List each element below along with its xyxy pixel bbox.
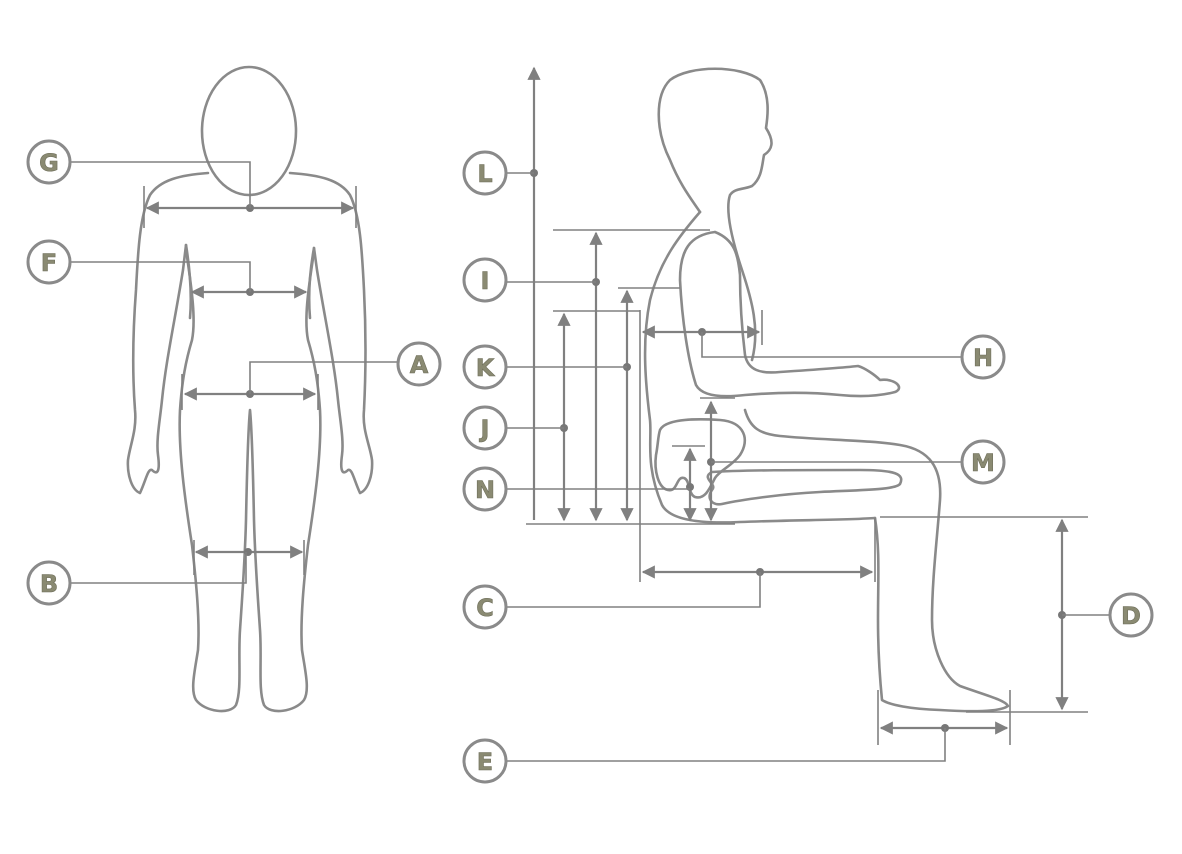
label-l: L <box>477 160 492 188</box>
front-figure <box>126 65 374 713</box>
side-head-back-outline <box>657 67 773 362</box>
front-dimensions <box>70 161 398 584</box>
badge-f: F <box>26 239 72 285</box>
label-e: E <box>477 748 493 776</box>
front-inner-arm-lines <box>184 243 316 320</box>
label-n: N <box>475 476 495 504</box>
badge-n: N <box>462 466 508 512</box>
label-g: G <box>39 149 59 177</box>
badge-l: L <box>462 150 508 196</box>
badge-d: D <box>1108 592 1154 638</box>
side-figure <box>643 67 1010 713</box>
label-i: I <box>481 267 490 295</box>
label-b: B <box>40 570 58 598</box>
badge-a: A <box>396 341 442 387</box>
badge-m: M <box>960 439 1006 485</box>
side-pelvis-outline <box>654 418 746 499</box>
label-k: K <box>476 354 496 382</box>
label-h: H <box>973 344 993 372</box>
label-a: A <box>410 351 429 379</box>
label-j: J <box>479 415 490 443</box>
front-head <box>200 65 298 197</box>
front-legs-outline <box>178 248 322 713</box>
front-torso-outline <box>126 171 374 495</box>
label-m: M <box>971 449 995 477</box>
side-dimensions <box>505 66 1110 762</box>
label-f: F <box>41 249 57 277</box>
badge-h: H <box>960 334 1006 380</box>
badge-e: E <box>462 738 508 784</box>
side-leg-outline <box>743 408 1010 713</box>
side-arm-outline <box>678 230 901 398</box>
badge-k: K <box>462 344 508 390</box>
badge-b: B <box>26 560 72 606</box>
badge-i: I <box>462 257 508 303</box>
badge-j: J <box>462 405 508 451</box>
badge-c: C <box>462 584 508 630</box>
badge-g: G <box>26 139 72 185</box>
label-c: C <box>476 594 494 622</box>
label-d: D <box>1121 602 1141 630</box>
side-thigh-outline <box>706 468 903 506</box>
